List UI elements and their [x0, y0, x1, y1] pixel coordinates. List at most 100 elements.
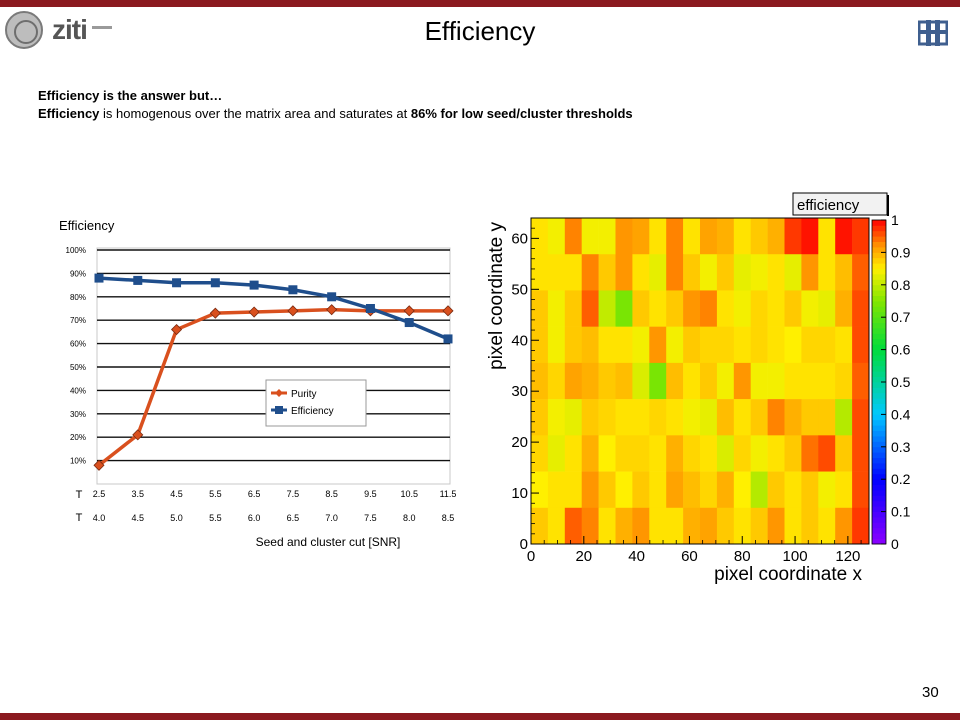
- colorbar-segment: [872, 322, 886, 329]
- colorbar-tick-label: 0.1: [891, 504, 911, 520]
- heatmap-cell: [784, 326, 802, 364]
- colorbar-segment: [872, 430, 886, 437]
- heatmap-cell: [531, 326, 549, 364]
- data-point-purity: [403, 305, 415, 317]
- data-point-efficiency: [94, 273, 104, 283]
- heatmap-cell: [531, 471, 549, 509]
- series-line-purity: [97, 307, 448, 467]
- heatmap-cell: [767, 362, 785, 400]
- heatmap-cell: [564, 507, 582, 545]
- colorbar-segment: [872, 527, 886, 534]
- heatmap-cell: [700, 254, 718, 291]
- heatmap-cell: [750, 218, 768, 255]
- x-tick-seed: 5.5: [209, 489, 222, 499]
- heatmap-cell: [531, 290, 549, 327]
- y-tick-label: 70%: [70, 316, 86, 325]
- heatmap-cell: [564, 471, 582, 509]
- colorbar-segment: [872, 382, 886, 388]
- heatmap-cell: [818, 471, 836, 509]
- heatmap-cell: [632, 290, 650, 327]
- colorbar-segment: [872, 355, 886, 361]
- heatmap-cell: [649, 435, 667, 472]
- colorbar-segment: [872, 500, 886, 507]
- data-point-efficiency: [404, 318, 414, 328]
- heatmap-cell: [716, 218, 735, 255]
- heatmap-cell: [683, 290, 701, 327]
- heatmap-y-tick-label: 60: [511, 230, 528, 247]
- data-point-efficiency: [365, 304, 375, 313]
- colorbar-segment: [872, 284, 886, 291]
- heatmap-cell: [547, 435, 566, 472]
- x-row-symbol-seed: T: [76, 489, 83, 501]
- colorbar-tick-label: 0.8: [891, 277, 911, 293]
- heatmap-cell: [547, 399, 566, 436]
- colorbar-segment: [872, 371, 886, 377]
- x-tick-cluster: 6.0: [248, 513, 261, 523]
- x-tick-cluster: 7.5: [364, 513, 377, 523]
- colorbar-tick-label: 0.3: [891, 439, 911, 455]
- heatmap-x-tick-label: 60: [681, 548, 698, 565]
- intro-heading: Efficiency is the answer but…: [38, 88, 223, 103]
- colorbar-segment: [872, 263, 886, 269]
- heatmap-cell: [733, 218, 751, 255]
- colorbar-tick-label: 0.7: [891, 309, 911, 325]
- heatmap-cell: [683, 218, 701, 255]
- heatmap-cell: [852, 507, 870, 545]
- data-point-purity: [287, 305, 299, 317]
- heatmap-cell: [581, 254, 599, 291]
- heatmap-cell: [716, 254, 735, 291]
- heatmap-x-axis-label: pixel coordinate x: [714, 564, 862, 585]
- data-point-efficiency: [288, 285, 298, 295]
- bottom-bar: [0, 713, 960, 720]
- intro-text-1: is homogenous over the matrix area and s…: [99, 106, 411, 121]
- heatmap-cell: [615, 399, 633, 436]
- heatmap-cell: [750, 399, 768, 436]
- institute-logo-icon: [918, 20, 948, 46]
- colorbar-segment: [872, 452, 886, 458]
- x-tick-seed: 10.5: [400, 489, 418, 499]
- heatmap-y-tick-label: 20: [511, 434, 528, 451]
- heatmap-cell: [564, 326, 582, 364]
- heatmap-cell: [564, 218, 582, 255]
- heatmap-cell: [750, 471, 768, 509]
- heatmap-cell: [784, 290, 802, 327]
- heatmap-cell: [818, 507, 836, 545]
- heatmap-cell: [835, 507, 853, 545]
- data-point-purity: [132, 429, 144, 441]
- x-tick-cluster: 8.0: [403, 513, 416, 523]
- colorbar-segment: [872, 398, 886, 404]
- heatmap-cell: [801, 326, 819, 364]
- data-point-purity: [93, 459, 105, 471]
- x-tick-seed: 4.5: [170, 489, 183, 499]
- heatmap-cell: [767, 507, 785, 545]
- heatmap-cell: [767, 218, 785, 255]
- heatmap-cell: [716, 471, 735, 509]
- heatmap-cell: [716, 399, 735, 436]
- colorbar-segment: [872, 479, 886, 485]
- data-point-efficiency: [172, 278, 182, 288]
- heatmap-cell: [683, 507, 701, 545]
- colorbar-segment: [872, 419, 886, 426]
- colorbar-segment: [872, 365, 886, 372]
- heatmap-cell: [733, 507, 751, 545]
- colorbar-segment: [872, 522, 886, 529]
- x-tick-seed: 2.5: [93, 489, 106, 499]
- heatmap-cell: [733, 399, 751, 436]
- heatmap-cell: [547, 362, 566, 400]
- colorbar-segment: [872, 511, 886, 518]
- heatmap-cell: [767, 399, 785, 436]
- heatmap-cell: [733, 254, 751, 291]
- colorbar-segment: [872, 295, 886, 302]
- slide-title: Efficiency: [424, 16, 536, 46]
- heatmap-cell: [784, 362, 802, 400]
- y-tick-label: 100%: [66, 246, 86, 255]
- heatmap-cell: [818, 290, 836, 327]
- data-point-efficiency: [443, 334, 453, 344]
- heatmap-cell: [716, 435, 735, 472]
- heatmap-cell: [767, 290, 785, 327]
- x-tick-cluster: 6.5: [287, 513, 300, 523]
- x-tick-seed: 11.5: [440, 489, 457, 499]
- intro-body: Efficiency is homogenous over the matrix…: [38, 106, 633, 121]
- colorbar-segment: [872, 328, 886, 334]
- heatmap-cell: [564, 435, 582, 472]
